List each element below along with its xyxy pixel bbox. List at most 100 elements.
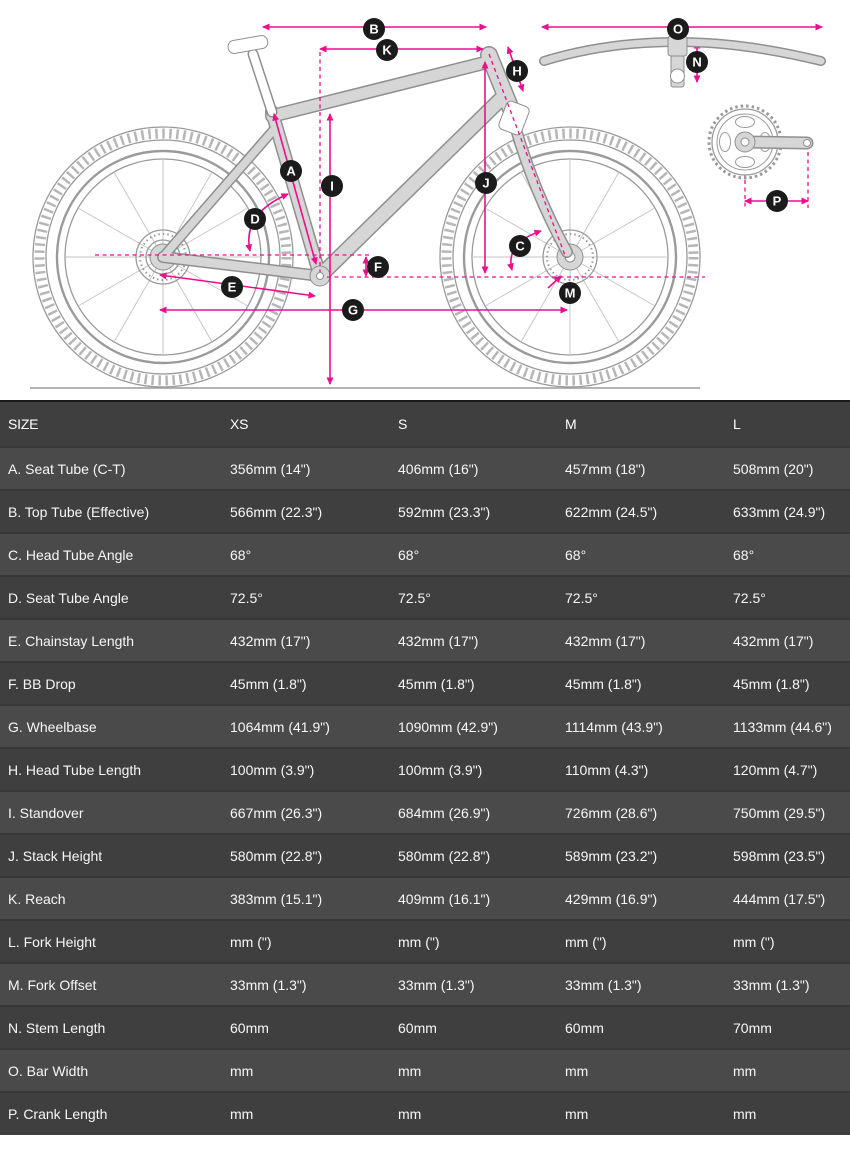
row-value: 667mm (26.3") — [230, 804, 323, 821]
row-value: 45mm (1.8") — [230, 675, 307, 692]
row-value: 100mm (3.9") — [230, 761, 315, 778]
row-value: 432mm (17") — [230, 632, 311, 649]
row-value: 120mm (4.7") — [733, 761, 818, 778]
row-value: 100mm (3.9") — [398, 761, 483, 778]
row-value: mm — [733, 1106, 757, 1122]
table-row: K. Reach 383mm (15.1") 409mm (16.1") 429mm … — [0, 877, 850, 920]
table-row: P. Crank Length mm mm mm mm — [0, 1092, 850, 1135]
row-value: 33mm (1.3") — [230, 976, 307, 993]
row-label: H. Head Tube Length — [8, 761, 142, 778]
row-value: 1114mm (43.9") — [565, 718, 663, 735]
row-label: D. Seat Tube Angle — [8, 589, 129, 606]
row-label: O. Bar Width — [8, 1062, 89, 1079]
label-badge-a: A — [280, 160, 302, 182]
row-value: 726mm (28.6") — [565, 804, 658, 821]
seatpost-and-saddle — [227, 35, 278, 118]
row-label: I. Standover — [8, 804, 84, 821]
row-value: 60mm — [398, 1019, 437, 1036]
crankset-detail — [707, 104, 814, 180]
svg-text:G: G — [348, 303, 358, 318]
svg-text:A: A — [286, 164, 296, 179]
table-row: B. Top Tube (Effective) 566mm (22.3") 592m… — [0, 490, 850, 533]
label-badge-k: K — [376, 39, 398, 61]
table-row: C. Head Tube Angle 68° 68° 68° 68° — [0, 533, 850, 576]
table-body: A. Seat Tube (C-T) 356mm (14") 406mm (16")… — [0, 447, 850, 1135]
row-value: 356mm (14") — [230, 460, 311, 477]
label-badge-p: P — [766, 190, 788, 212]
label-badge-m: M — [559, 282, 581, 304]
label-badge-c: C — [509, 235, 531, 257]
row-value: 68° — [230, 546, 252, 563]
row-value: 580mm (22.8") — [398, 847, 491, 864]
row-label: E. Chainstay Length — [8, 632, 135, 649]
row-value: 33mm (1.3") — [398, 976, 475, 993]
table-row: N. Stem Length 60mm 60mm 60mm 70mm — [0, 1006, 850, 1049]
row-value: mm — [398, 1106, 422, 1122]
table-row: O. Bar Width mm mm mm mm — [0, 1049, 850, 1092]
row-value: mm — [565, 1062, 589, 1079]
row-label: C. Head Tube Angle — [8, 546, 134, 563]
arrow-fork-offset-m — [547, 275, 562, 289]
row-value: 566mm (22.3") — [230, 503, 323, 520]
arrow-seat-tube-a — [272, 113, 318, 265]
row-label: L. Fork Height — [8, 933, 96, 950]
svg-text:B: B — [369, 22, 378, 37]
svg-text:J: J — [482, 176, 489, 191]
row-value: 406mm (16") — [398, 460, 479, 477]
row-value: 68° — [733, 546, 755, 563]
row-value: 598mm (23.5") — [733, 847, 826, 864]
label-badge-n: N — [686, 51, 708, 73]
row-value: 45mm (1.8") — [398, 675, 475, 692]
row-value: 633mm (24.9") — [733, 503, 826, 520]
row-label: N. Stem Length — [8, 1019, 106, 1036]
row-value: 409mm (16.1") — [398, 890, 491, 907]
row-value: 68° — [398, 546, 420, 563]
row-value: 72.5° — [733, 589, 766, 606]
row-label: B. Top Tube (Effective) — [8, 503, 150, 520]
row-value: mm — [565, 1106, 589, 1122]
svg-text:I: I — [330, 179, 334, 194]
table-row: G. Wheelbase 1064mm (41.9") 1090mm (42.9")… — [0, 705, 850, 748]
row-value: 429mm (16.9") — [565, 890, 658, 907]
column-header-xs: XS — [230, 416, 249, 432]
label-badge-o: O — [667, 18, 689, 40]
fork-crown — [498, 100, 530, 136]
label-badge-b: B — [363, 18, 385, 40]
row-value: 684mm (26.9") — [398, 804, 491, 821]
table-header-row: SIZE XS S M L — [0, 401, 850, 447]
row-value: 33mm (1.3") — [733, 976, 810, 993]
row-label: J. Stack Height — [8, 847, 103, 864]
table-row: F. BB Drop 45mm (1.8") 45mm (1.8") 45mm (1.… — [0, 662, 850, 705]
label-badges: A B C D E F G H I J K M N O P — [221, 18, 788, 321]
row-value: 457mm (18") — [565, 460, 646, 477]
svg-text:C: C — [515, 239, 525, 254]
row-value: 383mm (15.1") — [230, 890, 323, 907]
row-value: 1090mm (42.9") — [398, 718, 498, 735]
column-header-size: SIZE — [8, 416, 39, 432]
row-value: 592mm (23.3") — [398, 503, 491, 520]
row-value: 432mm (17") — [398, 632, 479, 649]
column-header-l: L — [733, 416, 741, 432]
geometry-diagram: A B C D E F G H I J K M N O P — [0, 0, 850, 400]
row-value: mm (") — [398, 933, 440, 950]
label-badge-h: H — [506, 60, 528, 82]
pedal-hole — [803, 139, 811, 147]
row-value: 1064mm (41.9") — [230, 718, 330, 735]
row-value: 60mm — [230, 1019, 269, 1036]
handlebar-detail — [539, 35, 826, 88]
row-label: K. Reach — [8, 890, 66, 907]
table-row: I. Standover 667mm (26.3") 684mm (26.9") 72… — [0, 791, 850, 834]
row-label: F. BB Drop — [8, 675, 76, 692]
row-value: 589mm (23.2") — [565, 847, 658, 864]
table-row: E. Chainstay Length 432mm (17") 432mm (17"… — [0, 619, 850, 662]
row-value: 1133mm (44.6") — [733, 718, 832, 735]
table-row: D. Seat Tube Angle 72.5° 72.5° 72.5° 72.5° — [0, 576, 850, 619]
row-value: 622mm (24.5") — [565, 503, 658, 520]
svg-text:N: N — [692, 55, 701, 70]
table-row: J. Stack Height 580mm (22.8") 580mm (22.8"… — [0, 834, 850, 877]
label-badge-e: E — [221, 276, 243, 298]
row-value: 580mm (22.8") — [230, 847, 323, 864]
row-value: 110mm (4.3") — [565, 761, 649, 778]
svg-text:E: E — [228, 280, 237, 295]
row-value: mm — [398, 1062, 422, 1079]
